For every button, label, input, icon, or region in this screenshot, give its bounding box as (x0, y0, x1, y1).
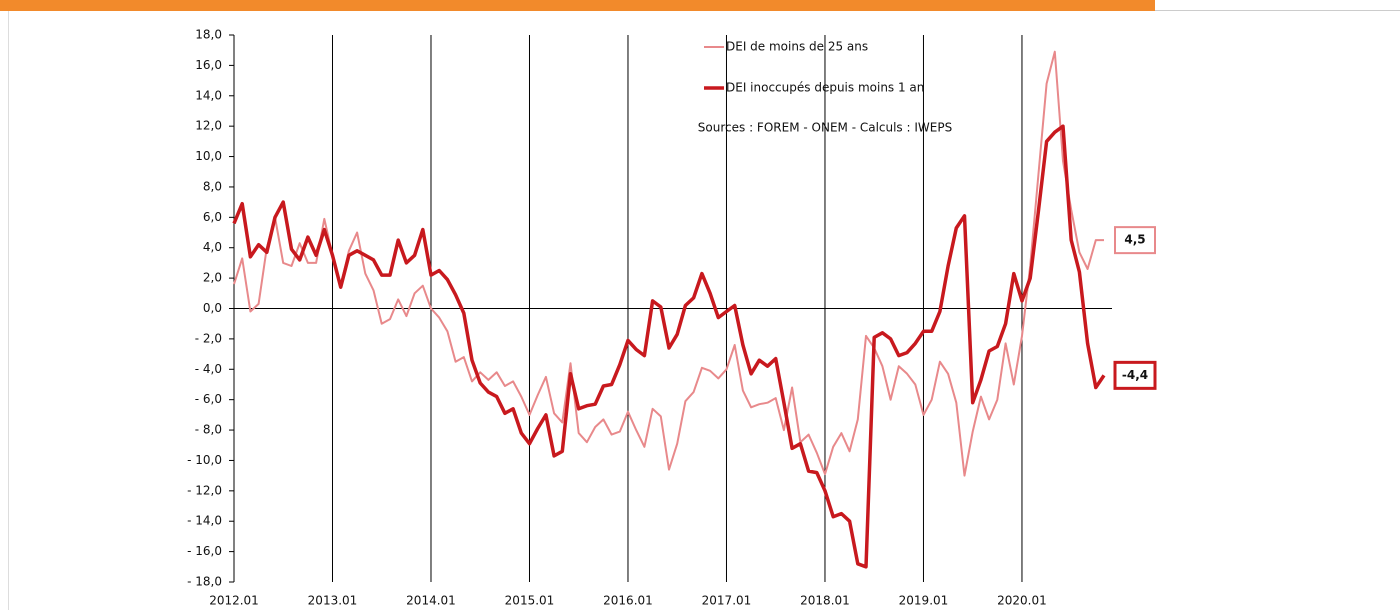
y-tick-label: - 18,0 (187, 575, 222, 589)
end-label: 4,5 (1124, 233, 1145, 247)
x-tick-label: 2020.01 (997, 594, 1047, 608)
end-label-box (1113, 360, 1157, 390)
x-tick-label: 2017.01 (702, 594, 752, 608)
y-tick-label: - 14,0 (187, 514, 222, 528)
end-label-box (1114, 226, 1156, 255)
end-label: -4,4 (1122, 368, 1148, 382)
header-bar (0, 0, 1155, 11)
x-tick-label: 2019.01 (899, 594, 949, 608)
y-tick-label: - 2,0 (195, 331, 222, 345)
y-tick-label: - 4,0 (195, 362, 222, 376)
y-tick-label: 12,0 (195, 119, 222, 133)
legend-label: DEI de moins de 25 ans (726, 40, 868, 54)
x-tick-label: 2018.01 (800, 594, 850, 608)
series-line (232, 124, 1106, 569)
y-tick-label: 2,0 (203, 271, 222, 285)
y-tick-label: - 8,0 (195, 423, 222, 437)
y-tick-label: - 10,0 (187, 453, 222, 467)
y-tick-label: 10,0 (195, 149, 222, 163)
x-tick-label: 2016.01 (603, 594, 653, 608)
y-tick-label: 0,0 (203, 301, 222, 315)
y-tick-label: - 12,0 (187, 483, 222, 497)
x-tick-label: 2014.01 (406, 594, 456, 608)
y-tick-label: 8,0 (203, 179, 222, 193)
y-tick-label: 16,0 (195, 58, 222, 72)
y-tick-label: 6,0 (203, 210, 222, 224)
x-tick-label: 2015.01 (505, 594, 555, 608)
x-tick-label: 2012.01 (209, 594, 259, 608)
y-tick-label: 14,0 (195, 88, 222, 102)
series-line (233, 50, 1104, 477)
y-tick-label: - 6,0 (195, 392, 222, 406)
legend-label: DEI inoccupés depuis moins 1 an (726, 81, 924, 95)
y-tick-label: 18,0 (195, 28, 222, 42)
y-tick-label: 4,0 (203, 240, 222, 254)
x-tick-label: 2013.01 (308, 594, 358, 608)
y-tick-label: - 16,0 (187, 544, 222, 558)
